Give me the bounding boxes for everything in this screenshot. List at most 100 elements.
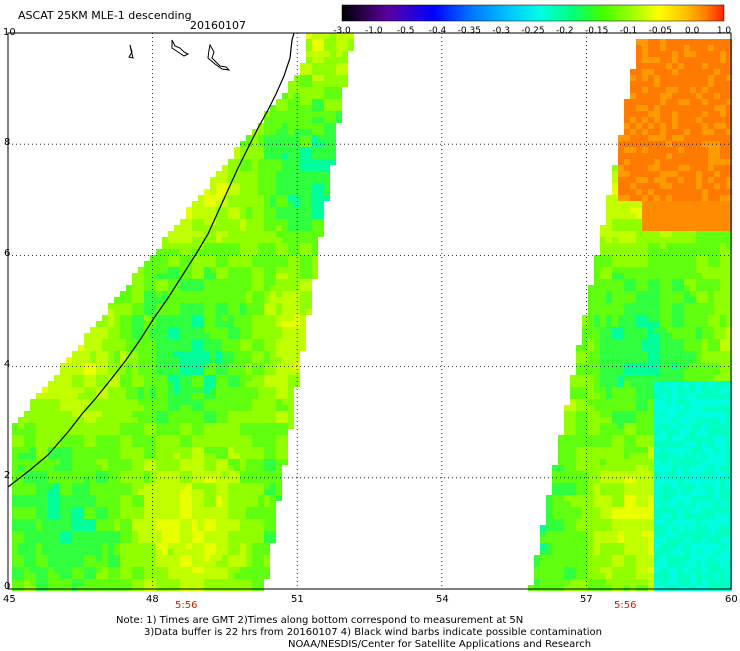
swath-cell [606, 411, 612, 417]
swath-cell [198, 297, 204, 303]
swath-cell [576, 411, 582, 417]
swath-cell [216, 417, 222, 423]
swath-cell [222, 519, 228, 525]
swath-cell [18, 573, 24, 579]
swath-cell [624, 387, 630, 393]
swath-cell [624, 333, 630, 339]
swath-cell [180, 315, 186, 321]
swath-cell [162, 579, 168, 585]
swath-cell [36, 507, 42, 513]
swath-cell [678, 369, 684, 375]
swath-cell [72, 483, 78, 489]
swath-cell [678, 471, 684, 477]
swath-cell [636, 273, 642, 279]
swath-cell [156, 447, 162, 453]
swath-cell [678, 51, 684, 57]
swath-cell [60, 513, 66, 519]
swath-cell [288, 273, 294, 279]
swath-cell [288, 219, 294, 225]
swath-cell [42, 399, 48, 405]
swath-cell [198, 309, 204, 315]
swath-cell [288, 237, 294, 243]
swath-cell [696, 225, 702, 231]
swath-cell [660, 375, 666, 381]
swath-cell [696, 495, 702, 501]
swath-cell [192, 387, 198, 393]
swath-cell [144, 339, 150, 345]
swath-cell [228, 249, 234, 255]
swath-cell [246, 195, 252, 201]
swath-cell [228, 525, 234, 531]
swath-cell [612, 381, 618, 387]
swath-cell [726, 69, 732, 75]
swath-cell [642, 135, 648, 141]
swath-cell [726, 237, 732, 243]
swath-cell [282, 303, 288, 309]
swath-cell [228, 561, 234, 567]
swath-cell [234, 519, 240, 525]
swath-cell [168, 459, 174, 465]
swath-cell [198, 351, 204, 357]
swath-cell [258, 387, 264, 393]
swath-cell [708, 369, 714, 375]
swath-cell [72, 375, 78, 381]
swath-cell [240, 309, 246, 315]
swath-cell [720, 255, 726, 261]
swath-cell [186, 435, 192, 441]
swath-cell [222, 531, 228, 537]
swath-cell [240, 525, 246, 531]
swath-cell [264, 423, 270, 429]
swath-cell [660, 111, 666, 117]
swath-cell [558, 507, 564, 513]
swath-cell [144, 537, 150, 543]
swath-cell [648, 303, 654, 309]
swath-cell [624, 129, 630, 135]
swath-cell [102, 465, 108, 471]
swath-cell [726, 159, 732, 165]
swath-cell [318, 39, 324, 45]
swath-cell [282, 99, 288, 105]
swath-cell [120, 357, 126, 363]
swath-cell [726, 165, 732, 171]
swath-cell [660, 99, 666, 105]
swath-cell [270, 267, 276, 273]
swath-cell [672, 93, 678, 99]
swath-cell [258, 279, 264, 285]
swath-cell [678, 261, 684, 267]
swath-cell [264, 369, 270, 375]
swath-cell [72, 573, 78, 579]
swath-cell [660, 123, 666, 129]
swath-cell [228, 333, 234, 339]
swath-cell [264, 201, 270, 207]
swath-cell [138, 483, 144, 489]
swath-cell [684, 99, 690, 105]
swath-cell [210, 225, 216, 231]
swath-cell [108, 561, 114, 567]
swath-cell [234, 375, 240, 381]
swath-cell [612, 285, 618, 291]
swath-cell [84, 507, 90, 513]
swath-cell [660, 147, 666, 153]
colorbar-label: -0.4 [429, 26, 447, 36]
swath-cell [252, 219, 258, 225]
swath-cell [690, 177, 696, 183]
swath-cell [588, 339, 594, 345]
swath-cell [246, 351, 252, 357]
swath-cell [678, 213, 684, 219]
swath-cell [126, 447, 132, 453]
swath-cell [84, 573, 90, 579]
swath-cell [234, 525, 240, 531]
swath-cell [240, 171, 246, 177]
swath-cell [618, 261, 624, 267]
swath-cell [642, 219, 648, 225]
swath-cell [246, 447, 252, 453]
swath-cell [546, 507, 552, 513]
swath-cell [186, 525, 192, 531]
swath-cell [720, 99, 726, 105]
swath-cell [276, 177, 282, 183]
swath-cell [618, 363, 624, 369]
swath-cell [180, 579, 186, 585]
swath-cell [672, 483, 678, 489]
swath-cell [558, 549, 564, 555]
swath-cell [270, 237, 276, 243]
